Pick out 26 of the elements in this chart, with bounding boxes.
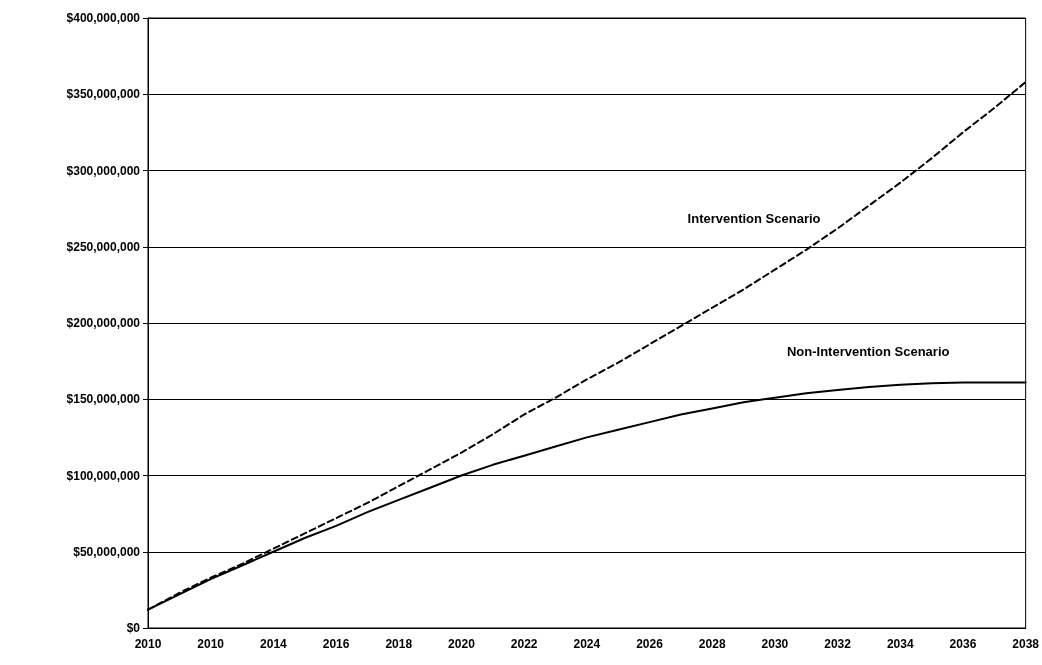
x-tick-label: 2020 [448, 637, 476, 651]
x-tick-label: 2014 [260, 637, 288, 651]
y-tick-label: $50,000,000 [73, 544, 141, 559]
x-tick-label: 2038 [1012, 637, 1040, 651]
x-tick-label: 2032 [824, 637, 852, 651]
y-tick-label: $100,000,000 [66, 468, 141, 483]
y-tick-label: $300,000,000 [66, 163, 141, 178]
y-tick-label: $0 [126, 621, 141, 635]
y-tick-label: $150,000,000 [66, 392, 141, 407]
x-tick-label: 2034 [886, 637, 914, 651]
x-tick-label: 2030 [761, 637, 789, 651]
series-label: Non-Intervention Scenario [786, 344, 950, 360]
series-label: Intervention Scenario [687, 211, 821, 227]
x-tick-label: 2026 [636, 637, 664, 651]
x-tick-label: 2022 [510, 637, 538, 651]
x-tick-label: 2024 [573, 637, 601, 651]
x-tick-label: 2010 [197, 637, 225, 651]
x-tick-label: 2028 [698, 637, 726, 651]
x-tick-label: 2010 [134, 637, 162, 651]
y-tick-label: $400,000,000 [66, 11, 141, 25]
y-tick-label: $200,000,000 [66, 316, 141, 330]
x-tick-label: 2018 [385, 637, 413, 651]
y-tick-label: $250,000,000 [66, 239, 141, 254]
x-tick-label: 2036 [949, 637, 977, 651]
x-tick-label: 2016 [322, 637, 350, 651]
y-tick-label: $350,000,000 [66, 87, 141, 102]
